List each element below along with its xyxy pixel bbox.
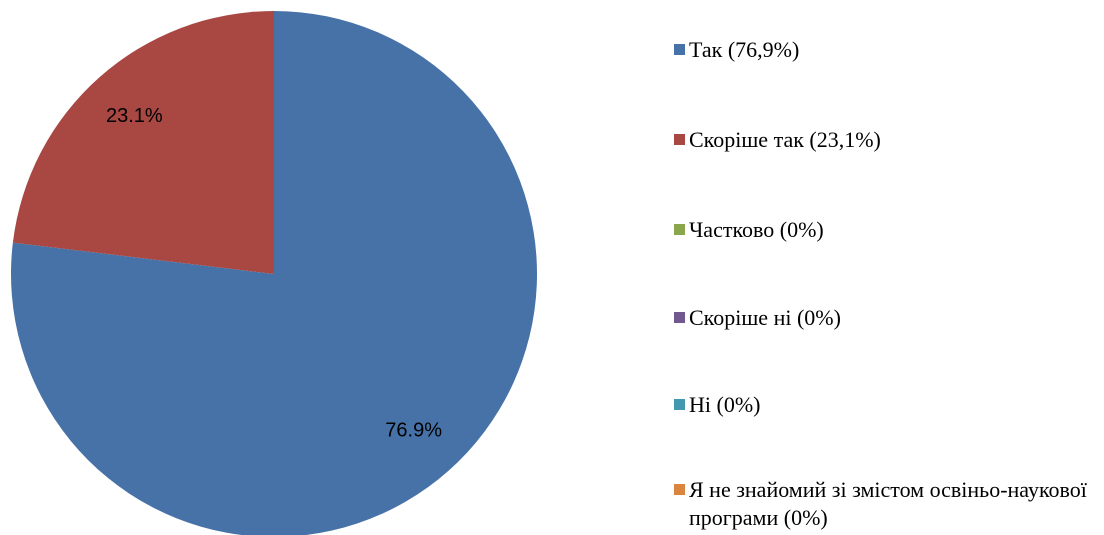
- legend-item: Частково (0%): [674, 216, 1099, 244]
- legend-swatch: [674, 44, 685, 55]
- pie-slice: [11, 11, 537, 535]
- legend-item: Скоріше ні (0%): [674, 304, 1099, 332]
- legend-swatch: [674, 224, 685, 235]
- data-label: 76.9%: [385, 420, 442, 442]
- legend-item: Скоріше так (23,1%): [674, 126, 1099, 154]
- legend-label: Частково (0%): [689, 217, 824, 242]
- legend-swatch: [674, 484, 685, 495]
- chart: 76.9% 23.1%: [11, 11, 537, 535]
- legend-label: Скоріше ні (0%): [689, 305, 841, 330]
- legend-item: Так (76,9%): [674, 36, 1099, 64]
- pie-slice: [12, 11, 274, 274]
- legend-swatch: [674, 399, 685, 410]
- legend-label: Я не знайомий зі змістом освіньо-науково…: [689, 477, 1087, 530]
- legend-swatch: [674, 134, 685, 145]
- legend-label: Ні (0%): [689, 392, 761, 417]
- legend-label: Скоріше так (23,1%): [689, 127, 881, 152]
- legend-swatch: [674, 312, 685, 323]
- legend-label: Так (76,9%): [689, 37, 800, 62]
- legend-item: Я не знайомий зі змістом освіньо-науково…: [674, 476, 1099, 532]
- data-label: 23.1%: [106, 105, 163, 127]
- legend-item: Ні (0%): [674, 391, 1099, 419]
